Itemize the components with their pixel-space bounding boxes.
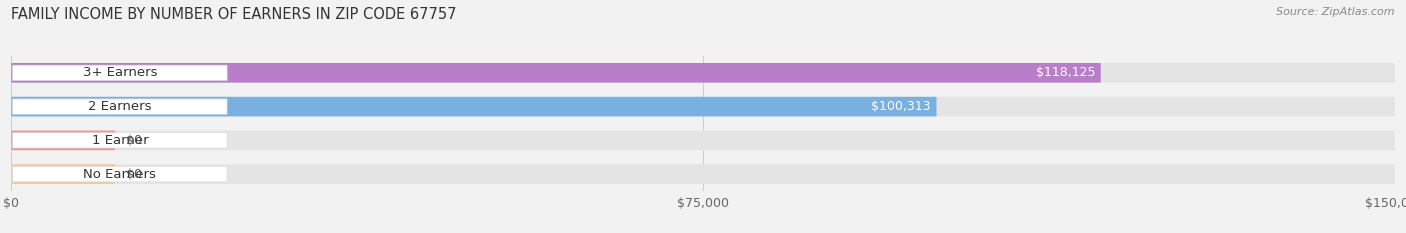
FancyBboxPatch shape [11,63,1395,83]
FancyBboxPatch shape [11,97,936,116]
FancyBboxPatch shape [11,97,1395,116]
Text: $118,125: $118,125 [1036,66,1095,79]
FancyBboxPatch shape [11,164,115,184]
FancyBboxPatch shape [11,63,1101,83]
Text: $0: $0 [127,168,142,181]
FancyBboxPatch shape [11,130,115,150]
FancyBboxPatch shape [13,133,228,148]
FancyBboxPatch shape [11,130,1395,150]
FancyBboxPatch shape [13,65,228,80]
Text: 1 Earner: 1 Earner [91,134,148,147]
FancyBboxPatch shape [11,164,1395,184]
FancyBboxPatch shape [13,99,228,114]
Text: $100,313: $100,313 [872,100,931,113]
Text: 3+ Earners: 3+ Earners [83,66,157,79]
Text: 2 Earners: 2 Earners [89,100,152,113]
Text: Source: ZipAtlas.com: Source: ZipAtlas.com [1277,7,1395,17]
FancyBboxPatch shape [13,167,228,182]
Text: $0: $0 [127,134,142,147]
Text: No Earners: No Earners [83,168,156,181]
Text: FAMILY INCOME BY NUMBER OF EARNERS IN ZIP CODE 67757: FAMILY INCOME BY NUMBER OF EARNERS IN ZI… [11,7,457,22]
